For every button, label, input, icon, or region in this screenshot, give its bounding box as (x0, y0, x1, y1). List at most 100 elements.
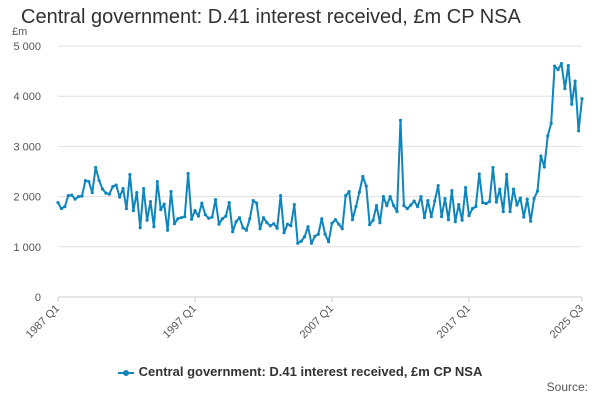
data-point (73, 197, 77, 201)
data-point (97, 178, 101, 183)
data-point (227, 201, 231, 205)
data-point (539, 154, 543, 158)
data-point (354, 205, 358, 209)
data-point (131, 209, 135, 213)
data-point (573, 79, 577, 83)
data-point (299, 239, 303, 243)
y-tick-label: 2 000 (13, 192, 41, 204)
data-point (145, 218, 149, 222)
data-point (470, 207, 475, 211)
data-point (285, 222, 290, 226)
data-point (361, 174, 365, 179)
data-point (234, 220, 238, 224)
x-tick-label: 2025 Q3 (548, 303, 586, 341)
legend-swatch (117, 368, 134, 378)
y-tick-label: 5 000 (13, 41, 41, 53)
data-point (344, 194, 348, 198)
data-point (265, 221, 269, 225)
data-point (258, 227, 262, 231)
legend-label: Central government: D.41 interest receiv… (138, 364, 483, 379)
data-point (576, 129, 581, 133)
data-point (392, 204, 396, 208)
data-point (196, 214, 201, 218)
y-axis-unit-label: £m (12, 26, 28, 38)
data-point (217, 222, 221, 226)
data-point (172, 222, 177, 226)
gridlines (58, 45, 582, 248)
data-point (220, 217, 224, 221)
data-point (388, 195, 392, 199)
data-point (467, 214, 471, 218)
data-point (498, 187, 502, 191)
data-point (542, 165, 546, 169)
data-point (309, 241, 314, 245)
y-tick-label: 0 (35, 292, 41, 304)
data-point (553, 64, 557, 68)
data-point (207, 216, 211, 220)
data-point (162, 202, 166, 206)
data-point (374, 204, 379, 208)
data-point (128, 172, 132, 177)
data-point (439, 215, 444, 219)
data-point (306, 225, 310, 229)
data-point (477, 172, 481, 176)
data-point (83, 178, 87, 183)
data-point (313, 234, 317, 238)
data-point (114, 183, 118, 187)
x-axis: 1987 Q1 1997 Q1 2007 Q1 2017 Q1 2025 Q3 (24, 296, 586, 341)
data-point (409, 203, 413, 207)
data-point (522, 215, 526, 219)
data-point (255, 201, 259, 205)
data-point (559, 61, 564, 66)
data-point (446, 218, 451, 222)
data-point (570, 102, 574, 106)
data-point (563, 87, 567, 91)
data-point (76, 195, 81, 199)
data-point (443, 197, 447, 201)
data-point (111, 184, 115, 189)
data-point (422, 216, 427, 220)
data-point (155, 179, 159, 184)
data-point (66, 194, 70, 198)
data-point (402, 204, 406, 208)
data-point (529, 219, 533, 223)
data-point (395, 210, 399, 214)
data-point (179, 216, 183, 220)
data-point (323, 232, 327, 236)
legend[interactable]: Central government: D.41 interest receiv… (0, 364, 600, 379)
data-point (518, 196, 522, 200)
data-point (289, 224, 293, 228)
data-point (189, 217, 194, 221)
data-point (450, 188, 454, 193)
source-label: Source: (546, 380, 588, 394)
y-tick-label: 4 000 (13, 91, 41, 103)
data-point (556, 67, 560, 72)
data-point (107, 192, 111, 196)
data-point (148, 200, 153, 204)
data-point (416, 205, 420, 209)
data-point (337, 222, 341, 226)
data-point (419, 195, 423, 199)
data-point (272, 222, 276, 226)
data-point (320, 217, 324, 221)
data-point (460, 218, 464, 222)
data-point (491, 165, 495, 170)
data-point (169, 189, 173, 194)
x-tick-label: 1997 Q1 (161, 303, 199, 341)
data-point (224, 214, 228, 218)
data-point (138, 226, 142, 230)
data-point (213, 198, 218, 202)
data-point (511, 187, 516, 191)
data-point (70, 193, 74, 197)
data-point (165, 228, 170, 232)
data-point (80, 194, 84, 198)
x-tick-label: 2017 Q1 (435, 303, 473, 341)
data-point (237, 216, 242, 220)
data-point (94, 165, 98, 170)
data-point (378, 221, 382, 225)
data-point (453, 220, 457, 224)
chart-title: Central government: D.41 interest receiv… (21, 6, 521, 28)
data-point (566, 63, 570, 68)
data-point (261, 216, 266, 220)
data-point (135, 190, 139, 195)
